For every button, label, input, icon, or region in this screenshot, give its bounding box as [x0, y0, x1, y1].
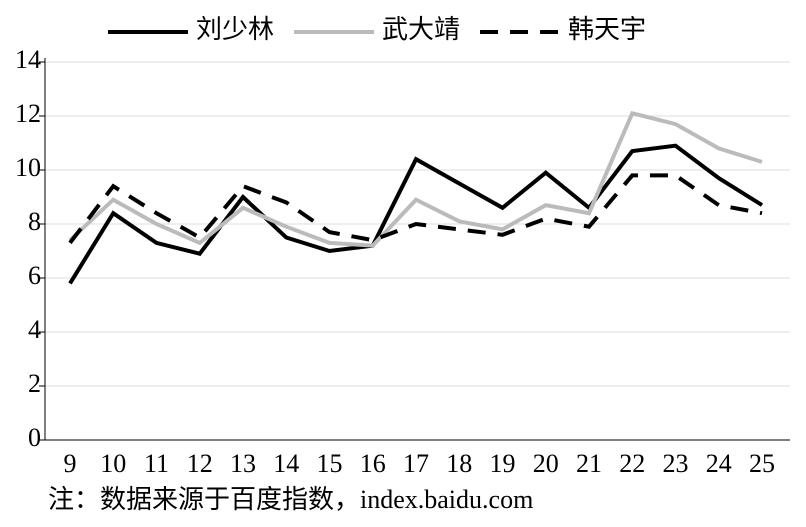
x-tick-label: 20 [533, 449, 559, 478]
series-line [68, 173, 763, 245]
x-tick-label: 12 [187, 449, 213, 478]
y-tick-label: 0 [28, 423, 41, 452]
x-tick-label: 10 [100, 449, 126, 478]
x-tick-label: 16 [360, 449, 386, 478]
x-tick-label: 17 [403, 449, 429, 478]
x-tick-label: 15 [317, 449, 343, 478]
x-tick-label: 24 [706, 449, 732, 478]
x-tick-label: 22 [619, 449, 645, 478]
y-tick-label: 10 [15, 153, 41, 182]
x-tick-label: 9 [64, 449, 77, 478]
legend-label: 韩天宇 [568, 15, 646, 44]
series-line [68, 110, 763, 248]
y-tick-label: 2 [28, 369, 41, 398]
x-tick-label: 23 [663, 449, 689, 478]
x-tick-label: 13 [230, 449, 256, 478]
y-tick-label: 6 [28, 261, 41, 290]
source-note: 注：数据来源于百度指数，index.baidu.com [48, 485, 533, 514]
y-tick-label: 4 [28, 315, 41, 344]
legend-label: 刘少林 [196, 15, 274, 44]
x-tick-label: 14 [273, 449, 299, 478]
x-tick-label: 11 [144, 449, 169, 478]
x-tick-label: 21 [576, 449, 602, 478]
y-tick-label: 14 [15, 45, 41, 74]
legend-label: 武大靖 [382, 15, 460, 44]
series-line [68, 143, 764, 285]
x-tick-label: 19 [490, 449, 516, 478]
y-tick-label: 12 [15, 99, 41, 128]
y-tick-label: 8 [28, 207, 41, 236]
x-tick-label: 25 [749, 449, 775, 478]
x-tick-label: 18 [446, 449, 472, 478]
